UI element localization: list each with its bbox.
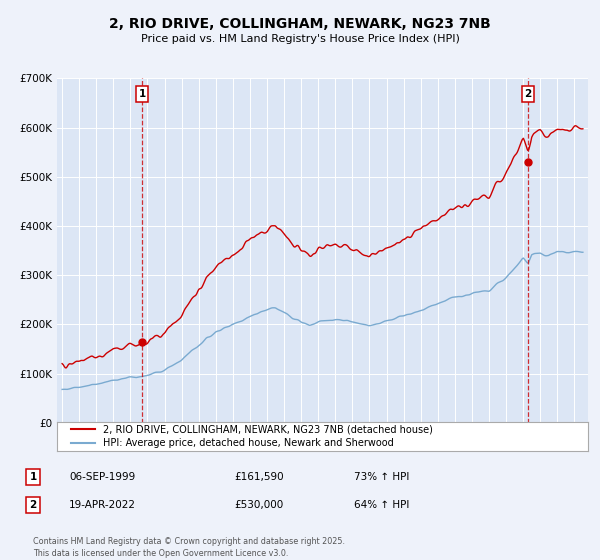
Legend: 2, RIO DRIVE, COLLINGHAM, NEWARK, NG23 7NB (detached house), HPI: Average price,: 2, RIO DRIVE, COLLINGHAM, NEWARK, NG23 7… xyxy=(67,421,437,452)
Text: 2: 2 xyxy=(524,89,532,99)
Text: 64% ↑ HPI: 64% ↑ HPI xyxy=(354,500,409,510)
Text: £530,000: £530,000 xyxy=(234,500,283,510)
Text: 73% ↑ HPI: 73% ↑ HPI xyxy=(354,472,409,482)
Text: 19-APR-2022: 19-APR-2022 xyxy=(69,500,136,510)
Text: 1: 1 xyxy=(139,89,146,99)
Text: Price paid vs. HM Land Registry's House Price Index (HPI): Price paid vs. HM Land Registry's House … xyxy=(140,34,460,44)
Text: 06-SEP-1999: 06-SEP-1999 xyxy=(69,472,135,482)
Text: Contains HM Land Registry data © Crown copyright and database right 2025.
This d: Contains HM Land Registry data © Crown c… xyxy=(33,537,345,558)
Text: £161,590: £161,590 xyxy=(234,472,284,482)
Text: 2: 2 xyxy=(29,500,37,510)
Text: 2, RIO DRIVE, COLLINGHAM, NEWARK, NG23 7NB: 2, RIO DRIVE, COLLINGHAM, NEWARK, NG23 7… xyxy=(109,16,491,30)
Text: 1: 1 xyxy=(29,472,37,482)
